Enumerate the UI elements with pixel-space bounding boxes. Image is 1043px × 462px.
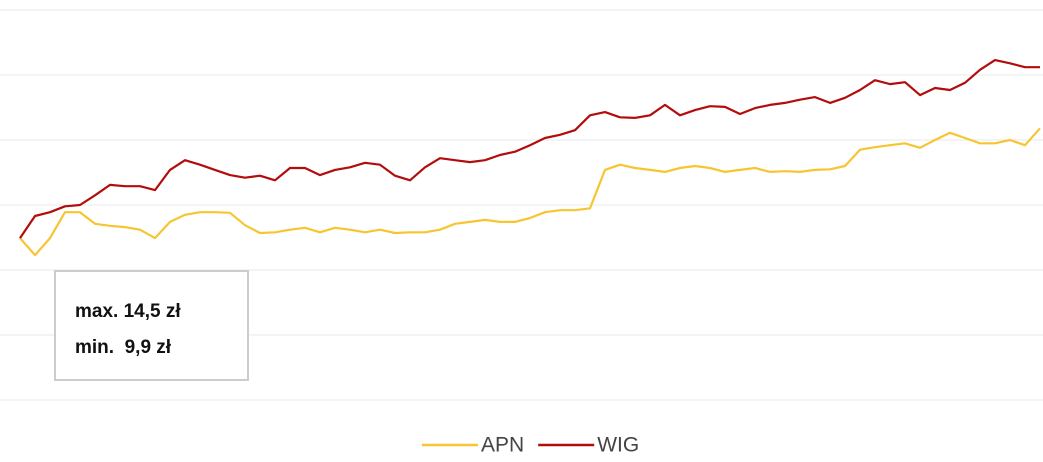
line-series xyxy=(19,59,1040,239)
annotation: min. 9,9 zł xyxy=(75,337,172,358)
legend-label: APN xyxy=(481,434,524,457)
legend: APN WIG xyxy=(422,434,639,457)
annotation: max. 14,5 zł xyxy=(75,301,181,322)
annotation-box xyxy=(54,270,249,381)
line-series xyxy=(19,127,1041,257)
legend-label: WIG xyxy=(597,434,639,457)
plot-area xyxy=(19,59,1041,257)
